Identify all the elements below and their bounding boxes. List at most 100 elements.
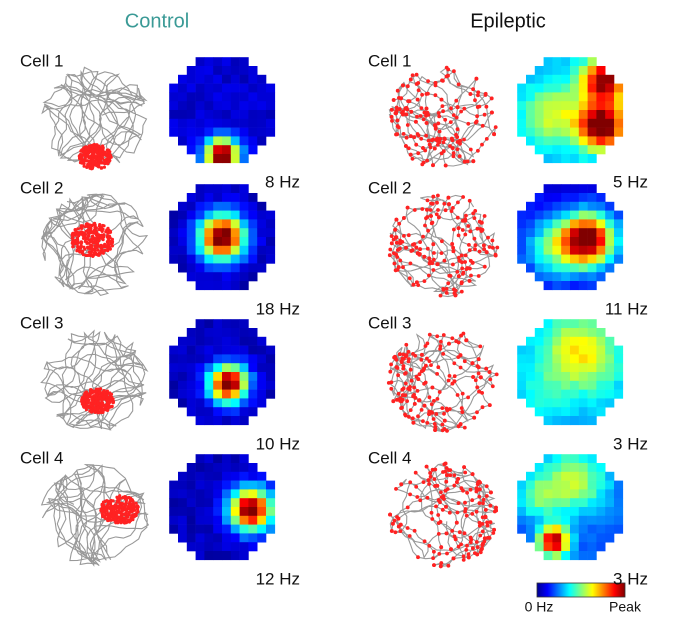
map-bin (266, 219, 276, 229)
spike (480, 123, 485, 128)
map-bin (534, 237, 544, 247)
spike (123, 513, 127, 517)
spike (414, 245, 419, 250)
map-bin (552, 136, 562, 146)
spike (81, 232, 85, 236)
map-bin (178, 498, 188, 508)
spike (84, 408, 88, 412)
spike (425, 421, 430, 425)
spike (495, 245, 500, 250)
spike (485, 523, 490, 528)
map-bin (195, 345, 205, 355)
map-bin (534, 66, 544, 76)
cell-label: Cell 1 (368, 51, 411, 70)
spike (453, 288, 458, 293)
map-bin (561, 57, 571, 67)
spike (442, 411, 446, 416)
spike (480, 522, 485, 526)
map-bin (239, 533, 249, 543)
map-bin (195, 83, 205, 93)
map-bin (230, 254, 240, 264)
spike (476, 371, 481, 376)
spike (439, 97, 444, 102)
map-bin (526, 533, 536, 543)
spike (441, 140, 446, 145)
spike (466, 555, 471, 560)
map-bin (186, 66, 196, 76)
spike (446, 67, 451, 72)
map-bin (526, 136, 536, 146)
map-bin (222, 254, 232, 264)
spike (447, 202, 451, 207)
spike (394, 132, 398, 137)
spike (437, 215, 441, 220)
map-bin (552, 407, 562, 417)
map-bin (248, 515, 258, 525)
map-bin (230, 228, 240, 238)
spike (389, 241, 394, 246)
spike (409, 109, 414, 114)
map-bin (204, 489, 214, 499)
map-bin (534, 74, 544, 84)
map-bin (543, 210, 553, 220)
spike (480, 405, 485, 410)
map-bin (587, 154, 597, 164)
map-bin (222, 219, 232, 229)
map-bin (561, 480, 571, 490)
map-bin (552, 463, 562, 473)
spike (448, 144, 452, 148)
spike (412, 385, 416, 390)
map-bin (169, 345, 179, 355)
map-bin (561, 245, 571, 255)
spike (408, 367, 413, 372)
map-bin (578, 193, 588, 203)
spike (453, 293, 458, 298)
spike (396, 391, 401, 396)
map-bin (596, 228, 606, 238)
map-bin (605, 228, 615, 238)
map-bin (561, 193, 571, 203)
map-bin (596, 263, 606, 273)
map-bin (596, 254, 606, 264)
spike (461, 270, 466, 275)
map-bin (248, 272, 258, 282)
spike (435, 483, 440, 488)
spike (475, 552, 480, 557)
spike (398, 396, 403, 401)
map-bin (605, 345, 615, 355)
map-bin (570, 254, 580, 264)
spike (83, 234, 87, 238)
spike (442, 427, 447, 431)
map-bin (587, 515, 597, 525)
map-bin (239, 136, 249, 146)
spike (82, 164, 86, 168)
spike (404, 144, 408, 148)
map-bin (570, 281, 580, 291)
map-bin (213, 92, 223, 102)
map-bin (543, 228, 553, 238)
map-bin (561, 328, 571, 338)
map-bin (587, 551, 597, 561)
map-bin (605, 237, 615, 247)
map-bin (517, 245, 527, 255)
spike (409, 378, 414, 383)
map-bin (596, 336, 606, 346)
spike (98, 223, 102, 227)
map-bin (169, 515, 179, 525)
spike (410, 73, 415, 78)
map-bin (169, 354, 179, 364)
map-bin (605, 263, 615, 273)
map-bin (561, 110, 571, 120)
spike (398, 258, 403, 263)
map-bin (213, 363, 223, 373)
spike (464, 338, 469, 343)
spike (423, 148, 428, 153)
map-bin (266, 237, 276, 247)
spike (97, 227, 101, 232)
spike (401, 356, 406, 361)
map-bin (587, 345, 597, 355)
map-bin (552, 363, 562, 373)
spike (421, 160, 426, 165)
map-bin (578, 498, 588, 508)
spike (424, 216, 428, 221)
